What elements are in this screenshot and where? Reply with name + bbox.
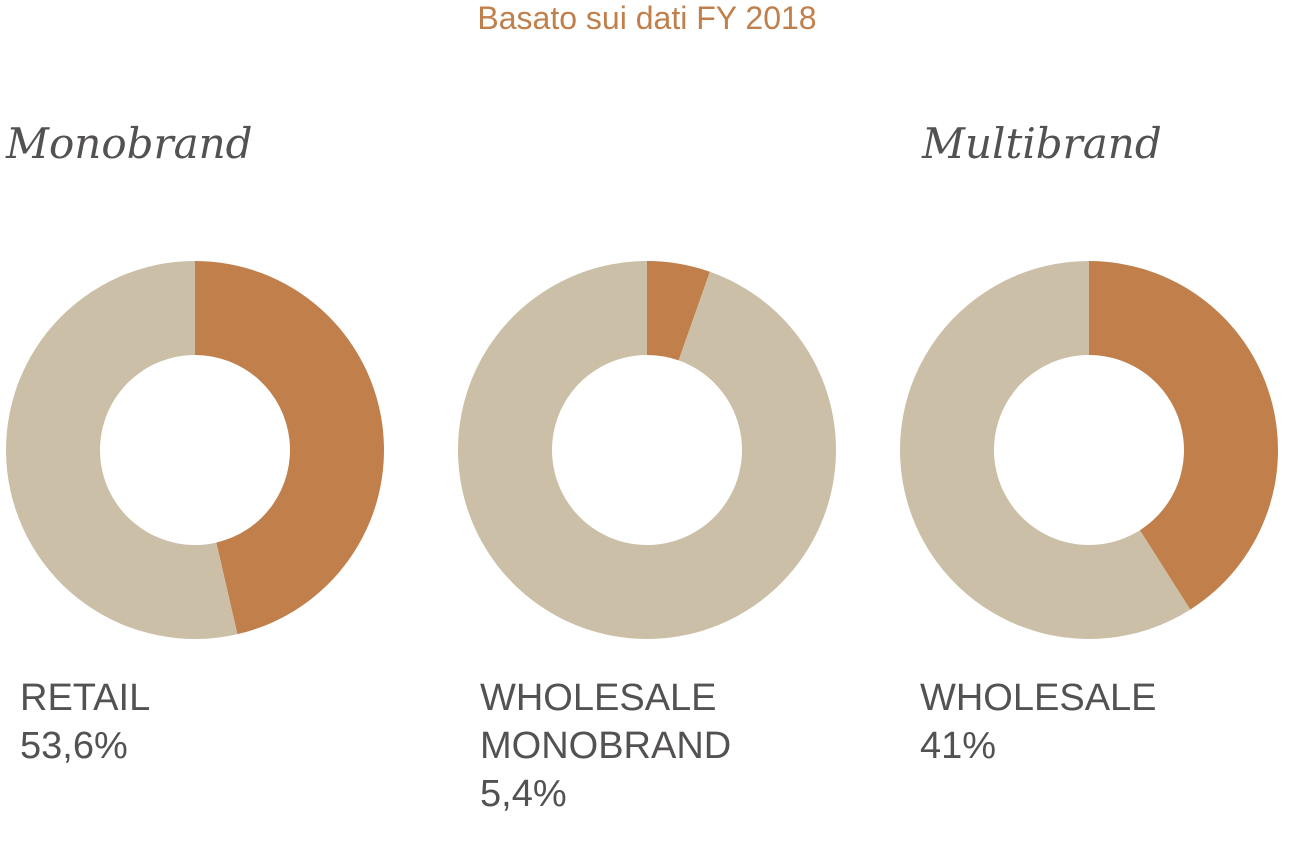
donut-slice-rest (6, 261, 238, 640)
donut-slice-highlight (647, 261, 710, 361)
label-wholesale-monobrand: WHOLESALE MONOBRAND 5,4% (480, 674, 731, 818)
donut-slice-rest (458, 261, 837, 639)
label-wholesale-multibrand-name: WHOLESALE (920, 677, 1157, 719)
label-retail: RETAIL 53,6% (20, 674, 150, 770)
donut-wholesale-multibrand (900, 261, 1278, 639)
label-wholesale-multibrand: WHOLESALE 41% (920, 674, 1157, 770)
label-wholesale-monobrand-value: 5,4% (480, 773, 567, 815)
group-title-multibrand: Multibrand (922, 119, 1162, 168)
group-title-monobrand: Monobrand (6, 119, 253, 168)
label-retail-value: 53,6% (20, 725, 128, 767)
label-retail-name: RETAIL (20, 677, 151, 719)
label-wholesale-monobrand-line1: WHOLESALE (480, 677, 717, 719)
donut-slice-rest (900, 261, 1191, 639)
donut-slice-highlight (195, 261, 385, 635)
chart-subtitle: Basato sui dati FY 2018 (477, 0, 817, 36)
donut-slice-highlight (1089, 261, 1278, 610)
label-wholesale-multibrand-value: 41% (920, 725, 997, 767)
donut-retail (6, 261, 385, 640)
donut-wholesale-monobrand (458, 261, 837, 639)
label-wholesale-monobrand-line2: MONOBRAND (480, 725, 732, 767)
